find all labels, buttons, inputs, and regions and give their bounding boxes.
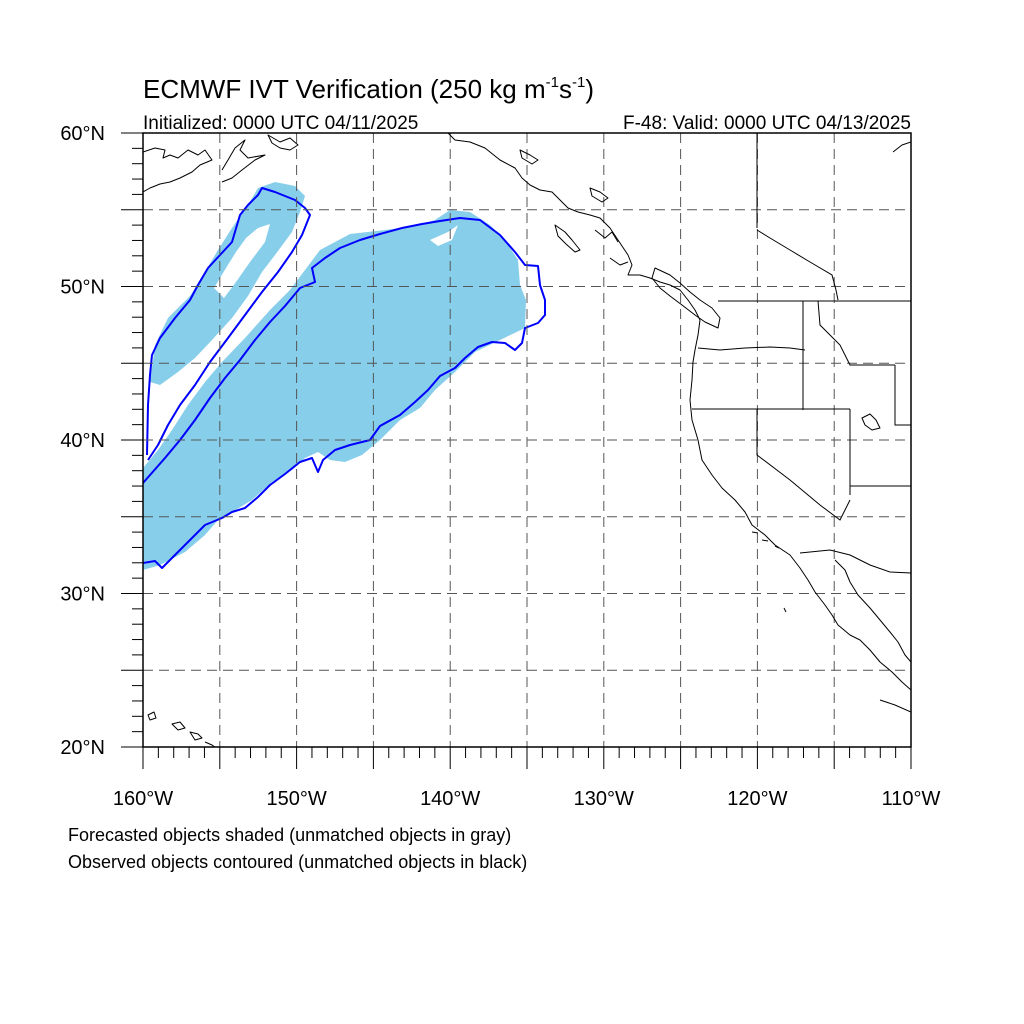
california-nevada-border	[756, 409, 851, 521]
lat-tick-label: 40°N	[60, 430, 105, 452]
alaska-coast-west	[143, 147, 213, 193]
observed-contour-north	[146, 187, 311, 461]
idaho-montana-border	[817, 300, 895, 366]
title-end: )	[585, 74, 594, 104]
us-west-coast	[689, 319, 809, 581]
wyoming-border	[894, 365, 911, 426]
forecast-objects	[143, 182, 526, 570]
lon-tick-label: 120°W	[727, 788, 787, 810]
canada-province-border	[756, 229, 839, 301]
washington-oregon-border	[697, 346, 806, 351]
alaska-peninsula	[221, 139, 266, 183]
alaska-east-coast	[892, 141, 911, 153]
lon-tick-label: 130°W	[574, 788, 634, 810]
title-mid: s	[559, 74, 572, 104]
lon-tick-label: 110°W	[882, 788, 941, 810]
forecast-gap-east	[430, 225, 458, 246]
lat-tick-label: 30°N	[60, 584, 105, 606]
hawaii-islands	[147, 711, 216, 747]
vancouver-island	[651, 267, 721, 329]
gulf-of-alaska-coast	[447, 133, 701, 321]
subtitle-initialized: Initialized: 0000 UTC 04/11/2025	[143, 113, 418, 134]
mexico-mainland-coast	[879, 699, 911, 713]
legend-forecast-note: Forecasted objects shaded (unmatched obj…	[68, 825, 512, 845]
alaska-islands-north	[267, 134, 299, 151]
axis-ticks	[121, 132, 912, 769]
canada-coast	[594, 229, 629, 266]
political-borders	[692, 133, 911, 574]
channel-islands	[751, 531, 787, 613]
subtitle-valid: F-48: Valid: 0000 UTC 04/13/2025	[623, 113, 911, 134]
us-mexico-border	[799, 549, 911, 574]
baja-california	[807, 579, 911, 691]
great-salt-lake	[861, 413, 881, 431]
axis-tick-labels: 160°W 150°W 140°W 130°W 120°W 110°W 60°N 50°N 40…	[60, 123, 940, 810]
forecast-gap-north	[214, 224, 270, 298]
coastlines	[143, 133, 911, 747]
lon-tick-label: 150°W	[266, 788, 326, 810]
lon-tick-label: 140°W	[420, 788, 480, 810]
lat-tick-label: 50°N	[60, 277, 105, 299]
title-main: ECMWF IVT Verification (250 kg m	[143, 74, 546, 104]
figure-title: ECMWF IVT Verification (250 kg m-1s-1)	[143, 74, 594, 104]
gulf-of-california	[834, 559, 911, 663]
title-exponent-1: -1	[546, 74, 559, 91]
legend-observed-note: Observed objects contoured (unmatched ob…	[68, 852, 528, 872]
se-alaska-islands	[519, 149, 609, 253]
title-exponent-2: -1	[572, 74, 585, 91]
forecast-object-main	[143, 210, 526, 570]
lat-tick-label: 60°N	[60, 123, 105, 145]
lat-tick-label: 20°N	[60, 737, 105, 759]
lon-tick-label: 160°W	[113, 788, 173, 810]
